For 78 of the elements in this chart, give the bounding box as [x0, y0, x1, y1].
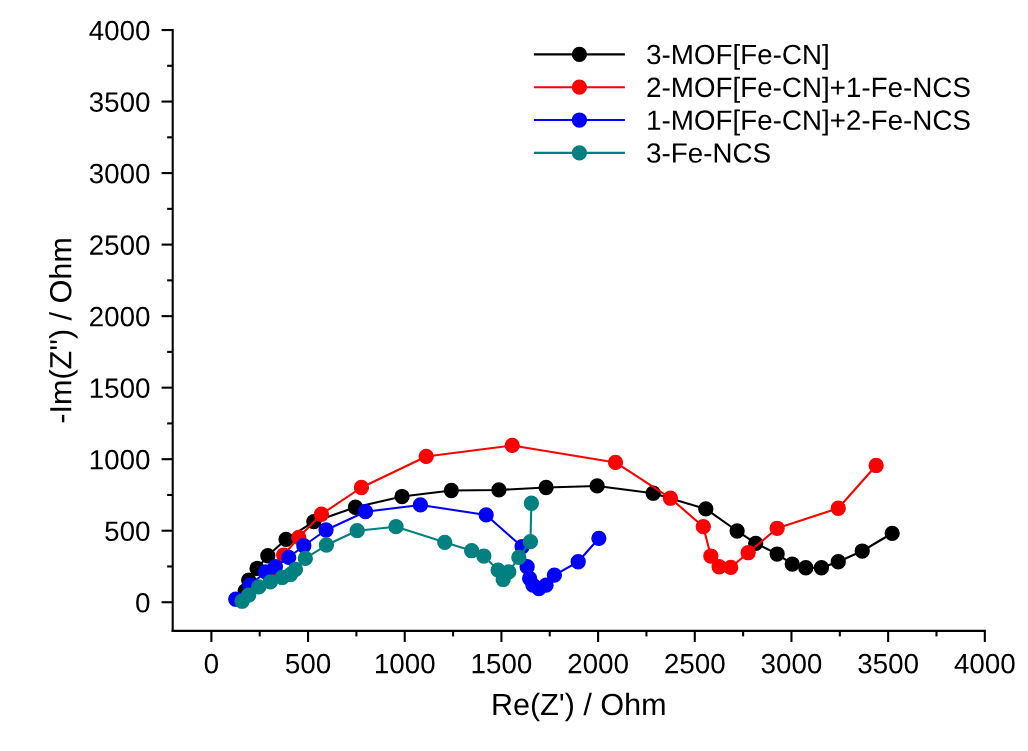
point: [318, 522, 334, 538]
x-tick-label: 2000: [568, 653, 628, 674]
legend-label: 3-Fe-NCS: [647, 143, 770, 163]
point: [695, 519, 711, 535]
point: [504, 437, 520, 454]
legend-label: 2-MOF[Fe-CN]+1-Fe-NCS: [647, 76, 970, 103]
point: [784, 556, 800, 572]
point: [357, 504, 374, 520]
point: [538, 479, 554, 496]
x-tick-label: 1500: [472, 653, 532, 674]
point: [830, 554, 846, 570]
point: [589, 478, 605, 494]
point: [511, 549, 527, 566]
x-tick-label: 3500: [858, 653, 918, 674]
point: [729, 523, 745, 539]
x-axis-title: Re(Z') / Ohm: [493, 692, 665, 722]
point: [538, 577, 554, 593]
y-tick-label: 1000: [90, 449, 150, 470]
point: [476, 548, 492, 564]
point: [854, 543, 870, 559]
point: [296, 538, 312, 554]
y-tick-label: 3000: [89, 163, 150, 184]
x-tick-label: 2500: [665, 653, 725, 674]
legend-label: 3-MOF[Fe-CN]: [647, 43, 828, 70]
point: [287, 561, 304, 578]
point: [813, 560, 830, 576]
point: [868, 457, 884, 474]
y-axis-title: -Im(Z'') / Ohm: [49, 239, 78, 423]
point: [241, 587, 257, 603]
point: [607, 454, 624, 471]
point: [443, 482, 459, 499]
point: [349, 523, 365, 539]
point: [281, 549, 297, 566]
x-tick-label: 1000: [375, 653, 435, 674]
point: [318, 537, 335, 553]
point: [262, 574, 278, 590]
point: [418, 448, 434, 465]
point: [769, 546, 785, 562]
point: [267, 559, 284, 575]
x-tick-label: 4000: [954, 653, 1015, 674]
point: [491, 482, 507, 498]
point: [662, 490, 679, 506]
x-tick-label: 3000: [761, 653, 822, 674]
point: [830, 500, 846, 516]
point: [591, 530, 607, 546]
point: [723, 559, 739, 576]
point: [412, 497, 429, 513]
x-tick-label: 500: [286, 653, 331, 674]
point: [388, 519, 404, 535]
point: [522, 534, 539, 550]
point: [703, 548, 719, 564]
y-tick-label: 3500: [89, 92, 150, 112]
point: [546, 567, 563, 583]
point: [437, 534, 453, 550]
y-tick-label: 500: [105, 521, 150, 542]
point: [570, 554, 586, 570]
point: [394, 488, 410, 505]
point: [353, 479, 370, 496]
y-tick-label: 1500: [90, 378, 150, 398]
y-tick-label: 2000: [90, 306, 150, 327]
point: [798, 560, 814, 576]
point: [297, 550, 313, 567]
point: [478, 507, 494, 523]
point: [523, 495, 540, 511]
x-tick-label: 0: [204, 653, 219, 674]
point: [260, 548, 276, 564]
point: [464, 543, 480, 559]
legend-label: 1-MOF[Fe-CN]+2-Fe-NCS: [648, 109, 970, 136]
point: [740, 545, 756, 561]
y-tick-label: 0: [136, 592, 150, 613]
point: [884, 525, 900, 541]
point: [313, 506, 330, 522]
y-tick-label: 2500: [90, 235, 150, 255]
y-tick-label: 4000: [89, 20, 150, 41]
point: [278, 531, 294, 547]
point: [698, 501, 714, 517]
point: [251, 579, 267, 595]
point: [769, 520, 785, 536]
